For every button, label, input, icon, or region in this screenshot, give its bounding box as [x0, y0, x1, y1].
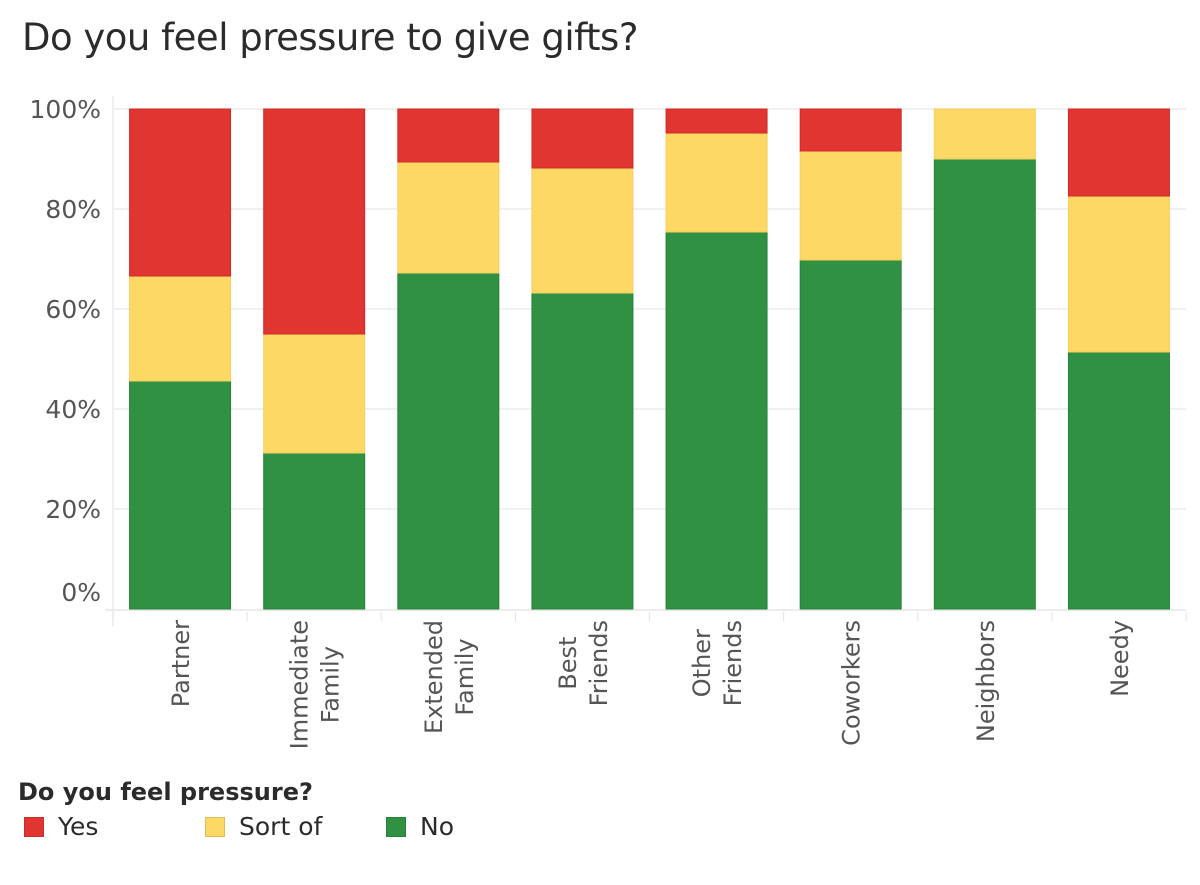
- x-tick-label: Best Friends: [554, 620, 613, 706]
- bar-segment-sort-of[interactable]: [665, 132, 768, 233]
- chart-title: Do you feel pressure to give gifts?: [22, 16, 638, 59]
- bar-segment-yes[interactable]: [1067, 108, 1170, 197]
- x-tick-label-line: Neighbors: [972, 620, 1000, 742]
- legend-label-yes: Yes: [58, 812, 99, 841]
- bar-segment-no[interactable]: [531, 292, 634, 610]
- x-tick-label-line: Best: [554, 637, 582, 690]
- bar-segment-sort-of[interactable]: [397, 161, 500, 274]
- legend-item-no[interactable]: No: [386, 812, 454, 841]
- x-tick-label-line: Family: [451, 638, 479, 715]
- x-tick-label: Extended Family: [420, 620, 479, 734]
- x-tick-label: Immediate Family: [286, 620, 345, 749]
- y-axis-labels: 0% 20% 40% 60% 80% 100%: [30, 95, 101, 607]
- bar-segment-sort-of[interactable]: [263, 333, 366, 454]
- bar-segment-sort-of[interactable]: [1067, 195, 1170, 353]
- bar-segment-yes[interactable]: [263, 108, 366, 335]
- legend-item-yes[interactable]: Yes: [24, 812, 98, 841]
- x-tick-label-line: Coworkers: [838, 620, 866, 746]
- y-tick-label: 60%: [45, 295, 101, 324]
- x-tick-label-line: Partner: [167, 620, 195, 707]
- bar-segment-no[interactable]: [397, 272, 500, 610]
- bar-segment-sort-of[interactable]: [933, 108, 1036, 160]
- x-tick-label-line: Family: [317, 646, 345, 723]
- y-tick-label: 20%: [45, 495, 101, 524]
- legend-items: Yes Sort of No: [18, 812, 454, 852]
- bar-segment-yes[interactable]: [397, 108, 500, 163]
- y-tick-label: 80%: [45, 195, 101, 224]
- x-tick-label-line: Friends: [719, 620, 747, 706]
- bar-segment-no[interactable]: [665, 231, 768, 610]
- x-tick-label: Neighbors: [972, 620, 1000, 742]
- x-tick-label: Partner: [167, 620, 195, 707]
- legend-swatch-yes: [24, 816, 44, 837]
- x-tick-label: Coworkers: [838, 620, 866, 746]
- bar-segment-no[interactable]: [799, 259, 902, 610]
- legend-label-no: No: [420, 812, 454, 841]
- bar-segment-yes[interactable]: [531, 108, 634, 169]
- bar-segment-sort-of[interactable]: [129, 275, 232, 382]
- bar-segment-no[interactable]: [263, 452, 366, 610]
- bar-segment-sort-of[interactable]: [799, 150, 902, 261]
- legend: Do you feel pressure? Yes Sort of No: [18, 778, 454, 852]
- x-tick-label-line: Immediate: [286, 620, 314, 749]
- bar-segment-sort-of[interactable]: [531, 167, 634, 294]
- y-tick-label: 40%: [45, 395, 101, 424]
- bar-segment-yes[interactable]: [129, 108, 232, 277]
- bar-segment-yes[interactable]: [799, 108, 902, 152]
- bars: [129, 108, 1170, 610]
- y-tick-label: 0%: [61, 578, 101, 607]
- legend-label-sort-of: Sort of: [239, 812, 323, 841]
- y-tick-label: 100%: [30, 95, 101, 124]
- legend-item-sort-of[interactable]: Sort of: [205, 812, 322, 841]
- legend-title: Do you feel pressure?: [18, 778, 313, 806]
- x-tick-label-line: Other: [688, 629, 716, 697]
- legend-swatch-sort-of: [205, 816, 225, 837]
- bar-segment-yes[interactable]: [665, 108, 768, 134]
- x-tick-label-line: Extended: [420, 620, 448, 734]
- x-tick-label-line: Friends: [585, 620, 613, 706]
- axes: [105, 96, 1187, 627]
- bar-segment-no[interactable]: [933, 158, 1036, 610]
- bar-segment-no[interactable]: [1067, 351, 1170, 610]
- x-axis-labels: Partner Immediate Family Extended Family Best…: [167, 620, 1134, 750]
- legend-swatch-no: [386, 816, 406, 837]
- x-tick-label: Other Friends: [688, 620, 747, 706]
- bar-segment-no[interactable]: [129, 380, 232, 610]
- x-tick-label: Needy: [1106, 620, 1134, 697]
- x-tick-label-line: Needy: [1106, 620, 1134, 697]
